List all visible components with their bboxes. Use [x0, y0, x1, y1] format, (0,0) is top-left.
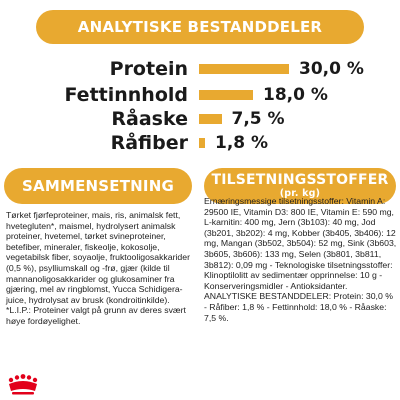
row-value: 7,5 %: [231, 109, 285, 129]
row-label: Fettinnhold: [64, 84, 188, 106]
row-value: 1,8 %: [215, 133, 269, 153]
row-label: Protein: [109, 58, 188, 80]
row-value: 30,0 %: [299, 59, 364, 79]
value-bar: [199, 90, 253, 100]
composition-header: SAMMENSETNING: [4, 168, 192, 204]
additives-header: TILSETNINGSSTOFFER (pr. kg): [204, 168, 396, 204]
value-bar: [199, 114, 222, 124]
composition-text: Tørket fjørfeproteiner, mais, ris, anima…: [6, 210, 190, 326]
additives-title: TILSETNINGSSTOFFER: [211, 172, 389, 189]
royal-crown-icon: [8, 374, 38, 395]
analytics-title: ANALYTISKE BESTANDDELER: [77, 18, 323, 36]
analytics-row-fat: Fettinnhold 18,0 %: [0, 84, 400, 106]
value-bar: [199, 64, 289, 74]
analytics-row-ash: Råaske 7,5 %: [0, 108, 400, 130]
row-value: 18,0 %: [263, 85, 328, 105]
analytics-row-fiber: Råfiber 1,8 %: [0, 132, 400, 154]
additives-subtitle: (pr. kg): [279, 188, 321, 200]
analytics-header: ANALYTISKE BESTANDDELER: [36, 10, 364, 44]
additives-text: Ernæringsmessige tilsetningsstoffer: Vit…: [204, 196, 397, 323]
analytics-row-protein: Protein 30,0 %: [0, 58, 400, 80]
row-label: Råaske: [111, 108, 188, 130]
value-bar: [199, 138, 205, 148]
row-label: Råfiber: [110, 132, 188, 154]
composition-title: SAMMENSETNING: [22, 177, 174, 195]
